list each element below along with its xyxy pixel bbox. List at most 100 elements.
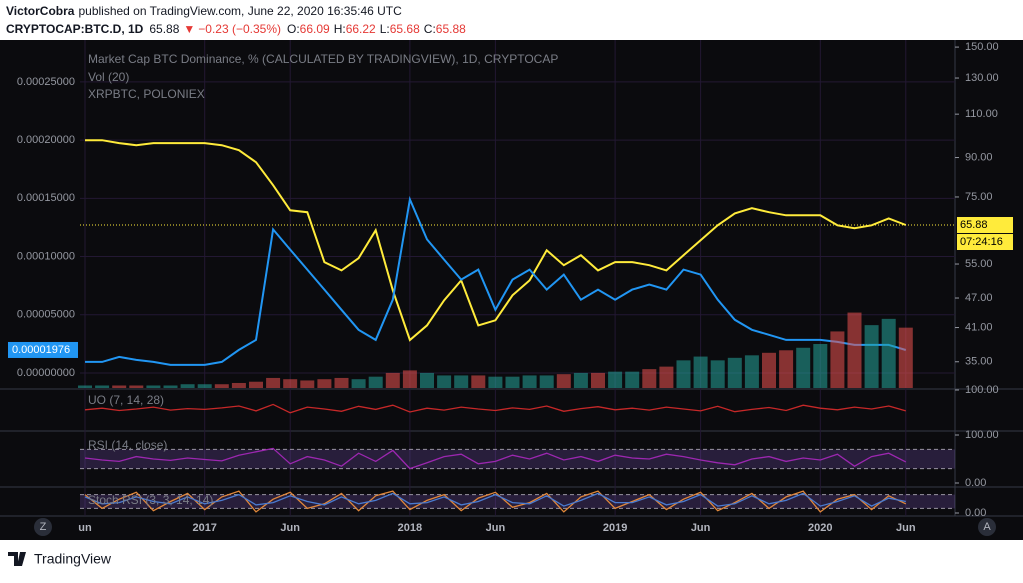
countdown: 07:24:16 (960, 236, 1003, 248)
volume-bar (813, 344, 828, 388)
y2-tick-label: 150.00 (965, 41, 999, 53)
series-line (84, 490, 907, 513)
y-tick-label: 0.00020000 (17, 134, 75, 146)
volume-bar (249, 381, 263, 388)
y2-tick-label: 47.00 (965, 292, 993, 304)
volume-bar (420, 372, 434, 388)
countdown-box (957, 233, 1013, 250)
publisher: VictorCobra (6, 4, 75, 18)
volume-bar (385, 372, 400, 388)
x-tick-label: 2020 (808, 522, 832, 534)
last-value-label: 0.00001976 (12, 344, 70, 356)
y-tick-label: 0.00015000 (17, 192, 75, 204)
ohlc-value: 65.68 (390, 22, 420, 36)
button[interactable] (978, 518, 996, 536)
volume-bar (129, 385, 144, 388)
volume-bar (779, 350, 794, 388)
x-tick-label: un (78, 522, 92, 534)
volume-bar (591, 372, 605, 388)
volume-bar (659, 366, 674, 388)
x-tick-label: Jun (896, 522, 916, 534)
header-line: CRYPTOCAP:BTC.D, 1D 65.88 ▼ −0.23 (−0.35%) O… (6, 22, 466, 36)
volume-bar (95, 385, 110, 388)
volume-bar (334, 377, 349, 388)
volume-bar (505, 376, 520, 388)
y-tick-label: 100.00 (965, 384, 999, 396)
arrow: ▼ (183, 22, 195, 36)
series-line (84, 447, 907, 470)
volume-bar (625, 371, 640, 388)
last-value-box (957, 216, 1013, 233)
y-tick-label: 0.00010000 (17, 250, 75, 262)
volume-bar (368, 376, 383, 388)
volume-bar (266, 377, 281, 388)
ohlc: O:66.09 H:66.22 L:65.68 C:65.88 (287, 22, 466, 36)
y-tick-label: 0.00 (965, 477, 986, 489)
button-label[interactable]: A (983, 521, 991, 533)
header-line: VictorCobra published on TradingView.com,… (6, 4, 402, 18)
series-line (84, 403, 906, 414)
legend-entry: Market Cap BTC Dominance, % (CALCULATED … (88, 52, 558, 66)
indicator-title: RSI (14, close) (88, 438, 167, 452)
last: 65.88 (149, 22, 179, 36)
y2-tick-label: 75.00 (965, 191, 993, 203)
volume-bar (762, 352, 776, 388)
volume-bar (522, 375, 537, 388)
last-value-label: 65.88 (960, 219, 988, 231)
volume-bar (471, 375, 486, 388)
header-bg (0, 0, 1023, 40)
volume-bar (488, 376, 503, 388)
volume-bar (847, 312, 862, 388)
y-tick-label: 0.00000000 (17, 367, 75, 379)
volume-bar (556, 374, 571, 388)
button[interactable] (34, 518, 52, 536)
ohlc-key: O: (287, 22, 300, 36)
volume-bar (642, 369, 657, 388)
volume-bar (898, 327, 913, 388)
x-tick-label: Jun (280, 522, 300, 534)
y-tick-label: 0.00005000 (17, 309, 75, 321)
x-tick-label: 2019 (603, 522, 627, 534)
volume-bar (146, 385, 161, 388)
x-tick-label: Jun (691, 522, 711, 534)
volume-bar (163, 385, 178, 388)
volume-bar (300, 380, 315, 388)
volume-bar (727, 357, 742, 388)
indicator-title: Vol (20) (88, 70, 129, 84)
y2-tick-label: 41.00 (965, 321, 993, 333)
volume-bar (197, 384, 212, 388)
legend-entry: XRPBTC, POLONIEX (88, 87, 205, 101)
brand: TradingView (34, 551, 112, 567)
ohlc-value: 66.22 (346, 22, 376, 36)
chart-bg (0, 40, 1023, 540)
volume-bar (112, 385, 127, 388)
change: −0.23 (−0.35%) (198, 22, 281, 36)
volume-bar (402, 370, 417, 388)
volume-bar (539, 375, 554, 388)
volume-bar (351, 379, 366, 388)
volume-bar (573, 372, 588, 388)
button-label[interactable]: Z (40, 521, 47, 533)
y-tick-label: 100.00 (965, 429, 999, 441)
y2-tick-label: 90.00 (965, 151, 993, 163)
ohlc-key: H: (334, 22, 346, 36)
volume-bar (881, 318, 896, 388)
volume-bar (744, 355, 759, 388)
series-line (84, 492, 906, 507)
ohlc-key: L: (380, 22, 390, 36)
volume-bar (710, 360, 725, 388)
plot: un 2017 Jun 2018 Jun 2019 Jun 2020 Jun 0.00025000… (0, 40, 1023, 534)
last-value-box (8, 341, 78, 358)
volume-bar (437, 375, 452, 388)
volume-bar (608, 371, 623, 388)
volume-bar (78, 385, 92, 388)
footer-bg (0, 540, 1023, 578)
x-tick-label: 2018 (398, 522, 422, 534)
y-tick-label: 0.00 (965, 507, 986, 519)
series-line (85, 195, 907, 366)
symbol: CRYPTOCAP:BTC.D, 1D (6, 22, 144, 36)
ohlc-key: C: (424, 22, 436, 36)
indicator-title: Stoch RSI (3, 3, 14, 14) (88, 493, 213, 507)
